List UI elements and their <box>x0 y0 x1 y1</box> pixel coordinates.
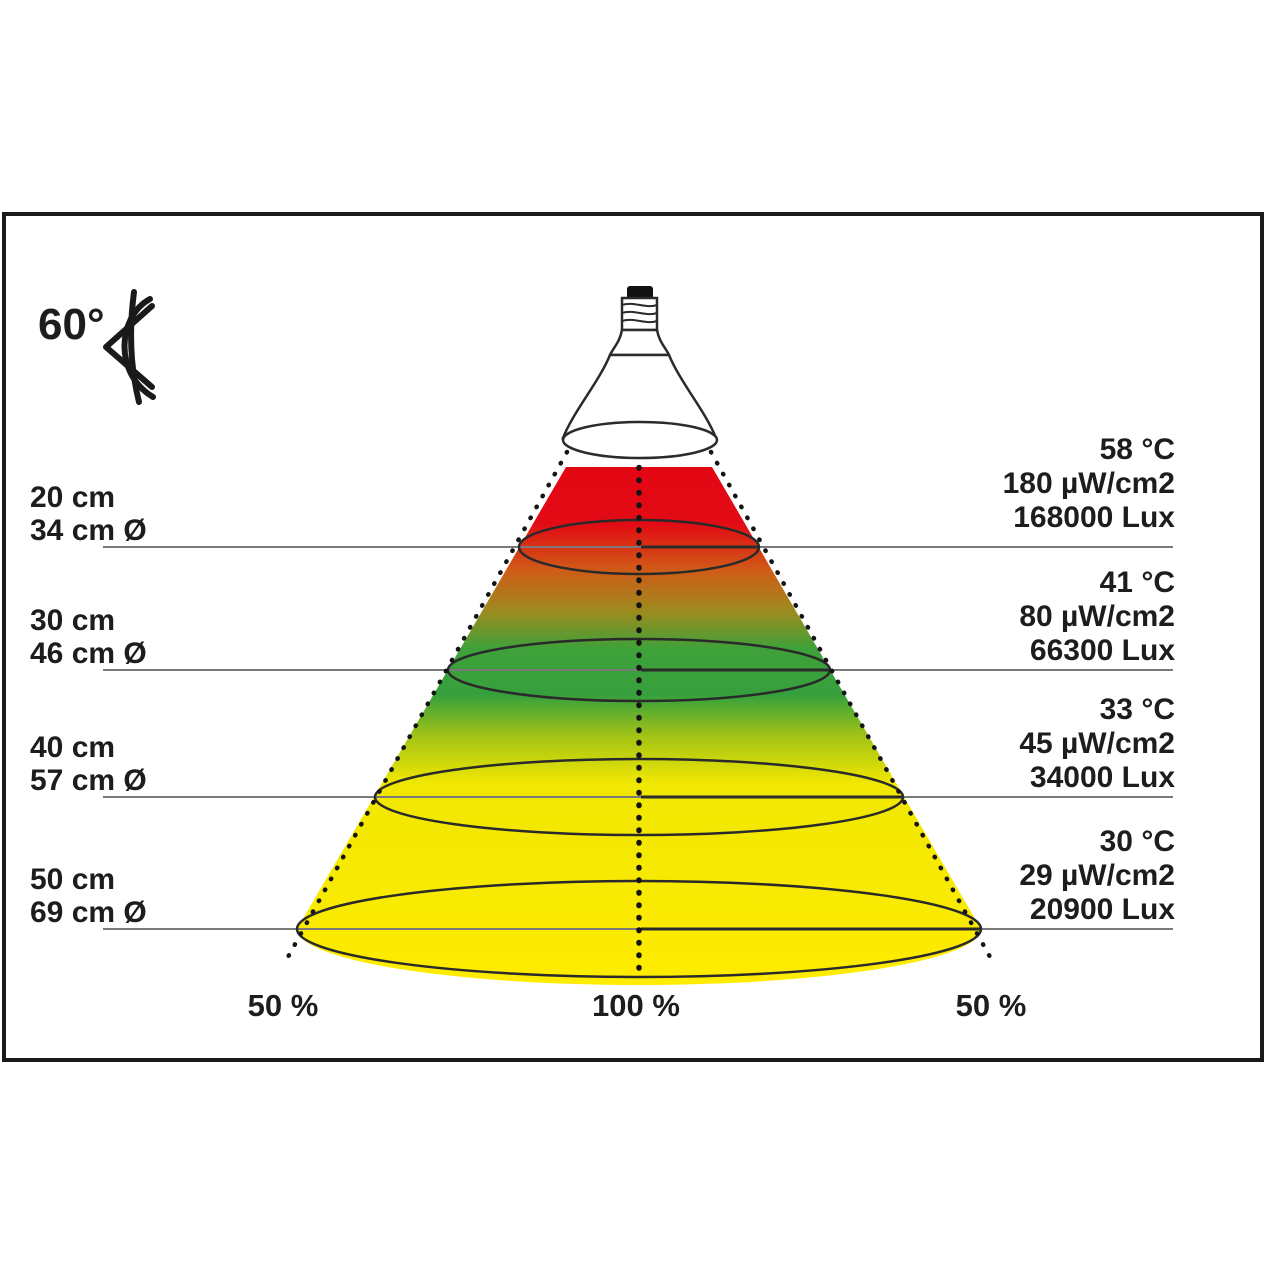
beam-angle-label: 60° <box>38 300 105 349</box>
lamp-screw-threads <box>621 302 658 324</box>
intensity-100pct-center: 100 % <box>592 988 680 1023</box>
diameter-value: 69 cm Ø <box>30 896 147 929</box>
illuminance-value: 34000 Lux <box>1029 761 1175 794</box>
temperature-value: 41 °C <box>1099 566 1175 599</box>
distance-label-50cm: 50 cm 69 cm Ø <box>30 863 147 929</box>
irradiance-value: 180 µW/cm2 <box>1002 467 1175 500</box>
distance-label-20cm: 20 cm 34 cm Ø <box>30 481 147 547</box>
irradiance-value: 45 µW/cm2 <box>1019 727 1175 760</box>
diameter-value: 34 cm Ø <box>30 514 147 547</box>
measurements-50cm: 30 °C 29 µW/cm2 20900 Lux <box>1019 825 1175 927</box>
illuminance-value: 20900 Lux <box>1029 893 1175 926</box>
distance-value: 40 cm <box>30 731 116 764</box>
illuminance-value: 168000 Lux <box>1013 501 1175 534</box>
radius-lines <box>641 545 981 931</box>
illuminance-value: 66300 Lux <box>1029 634 1175 667</box>
diameter-value: 57 cm Ø <box>30 764 147 797</box>
diameter-value: 46 cm Ø <box>30 637 147 670</box>
irradiance-value: 29 µW/cm2 <box>1019 859 1175 892</box>
distance-label-30cm: 30 cm 46 cm Ø <box>30 604 147 670</box>
measurements-20cm: 58 °C 180 µW/cm2 168000 Lux <box>1003 433 1175 535</box>
irradiance-value: 80 µW/cm2 <box>1019 600 1175 633</box>
lamp-neck <box>608 328 671 357</box>
intensity-50pct-right: 50 % <box>955 988 1027 1023</box>
distance-label-40cm: 40 cm 57 cm Ø <box>30 731 147 797</box>
beam-angle-rays <box>103 303 155 390</box>
beam-edge-lines <box>280 449 998 978</box>
distance-value: 30 cm <box>30 604 116 637</box>
temperature-value: 33 °C <box>1099 693 1175 726</box>
reflector-lamp <box>561 286 719 460</box>
measurements-40cm: 33 °C 45 µW/cm2 34000 Lux <box>1019 693 1175 795</box>
beam-edge-left-dotted <box>280 449 570 969</box>
lamp-rim <box>561 420 719 460</box>
measurements-30cm: 41 °C 80 µW/cm2 66300 Lux <box>1019 566 1175 668</box>
light-cone <box>297 467 981 985</box>
beam-angle-bisector <box>128 289 142 405</box>
lamp-base-cap <box>627 286 653 299</box>
intensity-50pct-left: 50 % <box>247 988 319 1023</box>
distance-value: 20 cm <box>30 481 116 514</box>
distance-value: 50 cm <box>30 863 116 896</box>
beam-angle-icon <box>103 289 156 405</box>
temperature-value: 30 °C <box>1099 825 1175 858</box>
temperature-value: 58 °C <box>1099 433 1175 466</box>
beam-angle-arc <box>121 296 156 400</box>
beam-edge-right-dotted <box>708 449 998 969</box>
